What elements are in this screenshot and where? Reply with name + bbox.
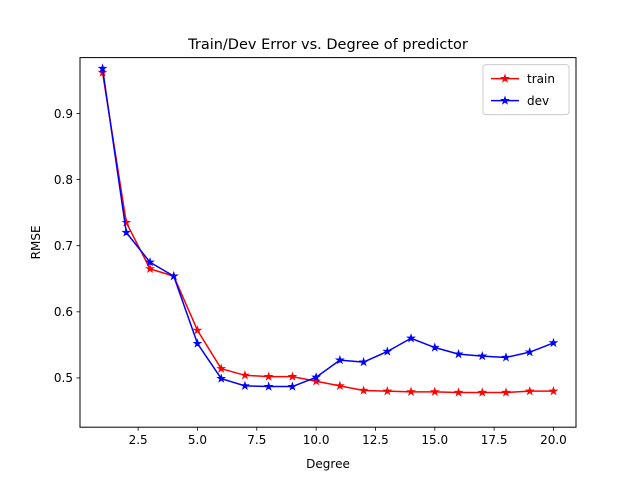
x-axis: 2.5 5.0 7.5 10.0 12.5 15.0 17.5 20.0 bbox=[129, 427, 567, 447]
data-point-train bbox=[145, 263, 155, 274]
data-point-train bbox=[548, 386, 559, 396]
data-point-dev bbox=[240, 380, 250, 391]
data-point-train bbox=[192, 325, 203, 335]
x-tick-label: 15.0 bbox=[421, 433, 448, 447]
legend-marker-dev bbox=[500, 95, 510, 105]
series-dev bbox=[97, 63, 559, 391]
data-point-train bbox=[311, 376, 322, 386]
chart-title: Train/Dev Error vs. Degree of predictor bbox=[187, 37, 468, 53]
data-point-train bbox=[287, 371, 298, 381]
y-tick-label: 0.7 bbox=[54, 239, 73, 253]
data-point-dev bbox=[358, 356, 369, 367]
data-point-dev bbox=[501, 352, 511, 362]
x-tick-label: 2.5 bbox=[129, 433, 148, 447]
data-point-dev bbox=[548, 337, 559, 348]
data-point-train bbox=[358, 385, 369, 395]
data-point-dev bbox=[477, 350, 488, 361]
data-point-train bbox=[453, 387, 464, 397]
plot-area bbox=[97, 63, 559, 397]
x-tick-label: 20.0 bbox=[540, 433, 567, 447]
data-point-dev bbox=[382, 346, 393, 356]
y-tick-label: 0.6 bbox=[54, 305, 73, 319]
data-point-dev bbox=[192, 338, 203, 348]
data-point-dev bbox=[524, 346, 535, 357]
data-point-train bbox=[263, 371, 274, 381]
x-tick-label: 10.0 bbox=[303, 433, 330, 447]
data-point-dev bbox=[145, 257, 155, 267]
data-point-dev bbox=[97, 63, 108, 73]
x-tick-label: 17.5 bbox=[481, 433, 508, 447]
data-point-train bbox=[406, 386, 416, 397]
data-point-train bbox=[524, 386, 535, 396]
data-point-train bbox=[382, 385, 393, 396]
y-tick-label: 0.9 bbox=[54, 107, 73, 121]
data-point-dev bbox=[263, 381, 274, 391]
data-point-dev bbox=[311, 372, 322, 382]
data-point-train bbox=[477, 387, 488, 397]
x-tick-label: 12.5 bbox=[362, 433, 389, 447]
x-tick-label: 5.0 bbox=[188, 433, 207, 447]
legend-marker-train bbox=[500, 73, 510, 83]
series-line-dev bbox=[101, 68, 554, 388]
data-point-train bbox=[216, 363, 227, 373]
data-point-train bbox=[240, 370, 250, 380]
data-point-dev bbox=[168, 270, 179, 281]
data-point-train bbox=[121, 217, 132, 227]
data-point-dev bbox=[216, 373, 227, 383]
data-point-dev bbox=[334, 354, 345, 365]
data-point-train bbox=[429, 386, 440, 397]
legend-label-dev: dev bbox=[527, 94, 549, 108]
data-point-train bbox=[334, 380, 345, 391]
y-axis: 0.5 0.6 0.7 0.8 0.9 bbox=[54, 107, 80, 385]
data-point-dev bbox=[287, 381, 298, 391]
y-axis-label: RMSE bbox=[29, 225, 43, 259]
y-tick-label: 0.8 bbox=[54, 173, 73, 187]
data-point-dev bbox=[406, 333, 416, 343]
y-tick-label: 0.5 bbox=[54, 371, 73, 385]
data-point-dev bbox=[453, 348, 464, 359]
legend-box bbox=[482, 64, 570, 116]
data-point-dev bbox=[429, 342, 440, 352]
x-tick-label: 7.5 bbox=[247, 433, 266, 447]
data-point-dev bbox=[121, 227, 132, 237]
axes-frame bbox=[79, 57, 577, 428]
data-point-train bbox=[501, 387, 511, 397]
legend: train dev bbox=[482, 64, 570, 116]
x-axis-label: Degree bbox=[306, 457, 350, 471]
legend-label-train: train bbox=[527, 72, 555, 86]
